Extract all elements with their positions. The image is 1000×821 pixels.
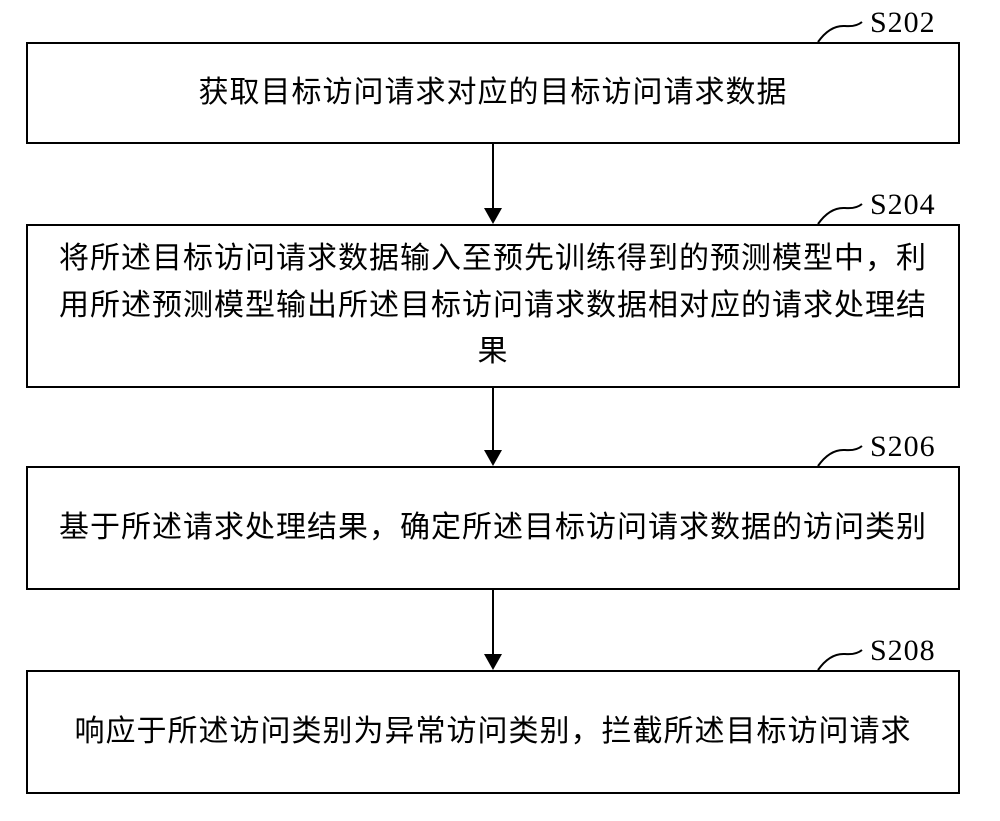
flowchart-canvas: 获取目标访问请求对应的目标访问请求数据 S202 将所述目标访问请求数据输入至预… — [0, 0, 1000, 821]
step-s208-label: S208 — [870, 634, 936, 668]
step-s208-box: 响应于所述访问类别为异常访问类别，拦截所述目标访问请求 — [26, 670, 960, 794]
step-s208-text: 响应于所述访问类别为异常访问类别，拦截所述目标访问请求 — [75, 709, 912, 756]
